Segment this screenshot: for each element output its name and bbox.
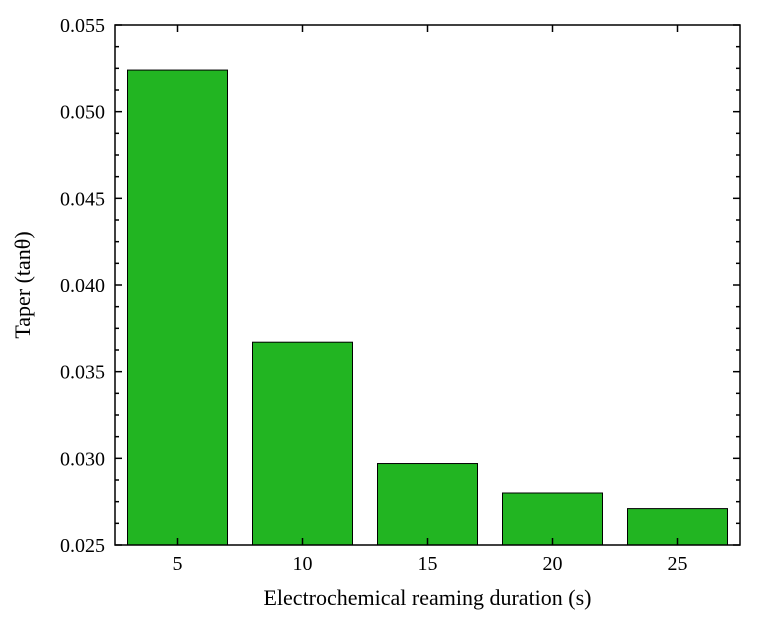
y-tick-label: 0.050	[60, 102, 105, 124]
x-axis-label: Electrochemical reaming duration (s)	[263, 585, 591, 610]
bar-chart: 5 10 15 20 25 0.025 0.030 0.035 0.040 0.045 0.050 0…	[0, 0, 782, 633]
x-tick-label: 20	[543, 553, 563, 575]
y-tick-label: 0.030	[60, 448, 105, 470]
y-tick-label: 0.025	[60, 535, 105, 557]
bar	[128, 70, 228, 545]
bar	[253, 342, 353, 545]
y-axis-label: Taper (tanθ)	[10, 231, 35, 338]
y-tick-label: 0.045	[60, 188, 105, 210]
chart-svg: 5 10 15 20 25 0.025 0.030 0.035 0.040 0.045 0.050 0…	[0, 0, 782, 633]
bar	[503, 493, 603, 545]
y-tick-label: 0.040	[60, 275, 105, 297]
x-tick-label: 10	[293, 553, 313, 575]
x-tick-label: 25	[668, 553, 688, 575]
y-tick-label: 0.055	[60, 15, 105, 37]
bar	[378, 464, 478, 545]
x-tick-label: 5	[173, 553, 183, 575]
x-tick-label: 15	[418, 553, 438, 575]
y-tick-label: 0.035	[60, 362, 105, 384]
